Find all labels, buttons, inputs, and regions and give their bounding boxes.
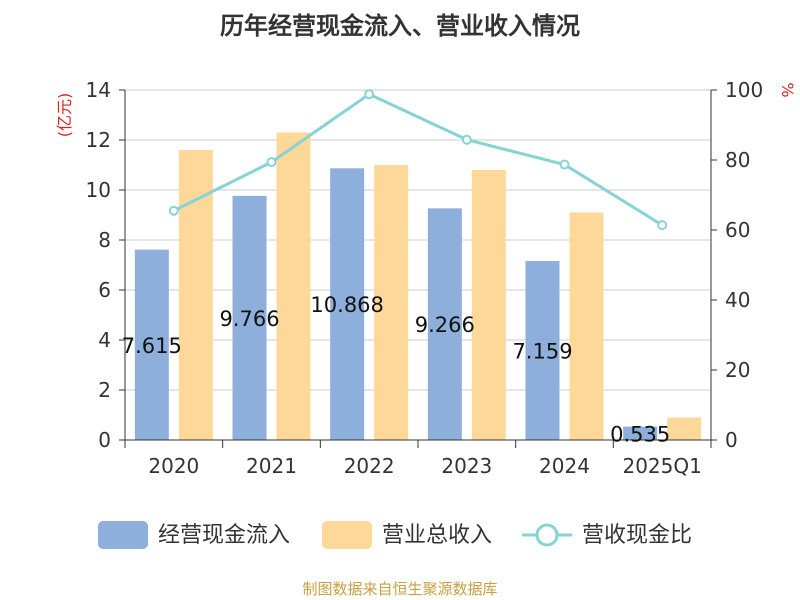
bar-revenue — [276, 132, 311, 440]
left-tick-label: 10 — [86, 178, 111, 202]
bar-label-cash-inflow: 7.615 — [122, 334, 182, 358]
chart-title: 历年经营现金流入、营业收入情况 — [220, 12, 580, 40]
legend-label-cash: 经营现金流入 — [158, 523, 290, 548]
left-tick-label: 4 — [98, 328, 111, 352]
legend-item-revenue[interactable]: 营业总收入 — [322, 521, 492, 549]
right-axis-unit: % — [778, 82, 797, 97]
legend[interactable]: 经营现金流入 营业总收入 营收现金比 — [98, 521, 692, 549]
bar-cash-inflow — [525, 261, 560, 440]
bar-revenue — [569, 212, 604, 440]
x-tick-label: 2024 — [539, 454, 590, 478]
ratio-point — [168, 205, 179, 216]
left-axis-unit: (亿元) — [55, 93, 74, 138]
bar-label-cash-inflow: 10.868 — [310, 293, 383, 317]
right-tick-label: 80 — [725, 148, 750, 172]
x-tick-label: 2022 — [344, 454, 395, 478]
legend-swatch-revenue — [322, 521, 372, 549]
legend-label-ratio: 营收现金比 — [582, 523, 692, 548]
left-tick-label: 6 — [98, 278, 111, 302]
x-axis-ticks: 2020 2021 2022 2023 2024 2025Q1 — [124, 440, 712, 478]
right-tick-label: 0 — [725, 428, 738, 452]
bar-label-cash-inflow: 9.266 — [415, 313, 475, 337]
x-tick-label: 2020 — [148, 454, 199, 478]
bar-data-labels: 7.615 9.766 10.868 9.266 7.159 0.535 — [122, 293, 670, 446]
ratio-point — [364, 89, 375, 100]
bar-label-cash-inflow: 7.159 — [512, 340, 572, 364]
legend-item-cash[interactable]: 经营现金流入 — [98, 521, 290, 549]
left-tick-label: 14 — [86, 78, 111, 102]
x-tick-label: 2021 — [246, 454, 297, 478]
left-tick-label: 12 — [86, 128, 111, 152]
ratio-line — [168, 89, 668, 231]
right-axis-ticks: 0 20 40 60 80 100 — [711, 78, 763, 452]
ratio-point — [559, 159, 570, 170]
legend-item-ratio[interactable]: 营收现金比 — [522, 523, 692, 548]
ratio-point — [266, 157, 277, 168]
bar-label-cash-inflow: 0.535 — [610, 422, 670, 446]
bar-cash-inflow — [232, 195, 267, 440]
left-axis-ticks: 0 2 4 6 8 10 12 14 — [86, 78, 125, 452]
ratio-point — [657, 220, 668, 231]
bar-cash-inflow — [134, 249, 169, 440]
ratio-point — [461, 134, 472, 145]
bar-cash-inflow — [623, 426, 658, 440]
bar-cash-inflow — [330, 168, 365, 441]
bar-revenue — [471, 170, 506, 440]
source-note: 制图数据来自恒生聚源数据库 — [302, 580, 497, 598]
right-tick-label: 60 — [725, 218, 750, 242]
left-tick-label: 8 — [98, 228, 111, 252]
bar-revenue — [374, 165, 409, 440]
right-tick-label: 100 — [725, 78, 763, 102]
bar-revenue — [667, 417, 702, 440]
grid-lines — [125, 89, 711, 391]
legend-swatch-ratio-marker — [535, 523, 559, 547]
ratio-polyline — [173, 92, 663, 227]
legend-swatch-cash — [98, 521, 148, 549]
bar-label-cash-inflow: 9.766 — [219, 307, 279, 331]
x-tick-label: 2023 — [441, 454, 492, 478]
right-tick-label: 40 — [725, 288, 750, 312]
axes — [124, 90, 712, 441]
right-tick-label: 20 — [725, 358, 750, 382]
x-tick-label: 2025Q1 — [622, 454, 701, 478]
left-tick-label: 0 — [98, 428, 111, 452]
bars — [134, 132, 702, 441]
bar-cash-inflow — [427, 208, 462, 440]
legend-label-revenue: 营业总收入 — [382, 523, 492, 548]
left-tick-label: 2 — [98, 378, 111, 402]
